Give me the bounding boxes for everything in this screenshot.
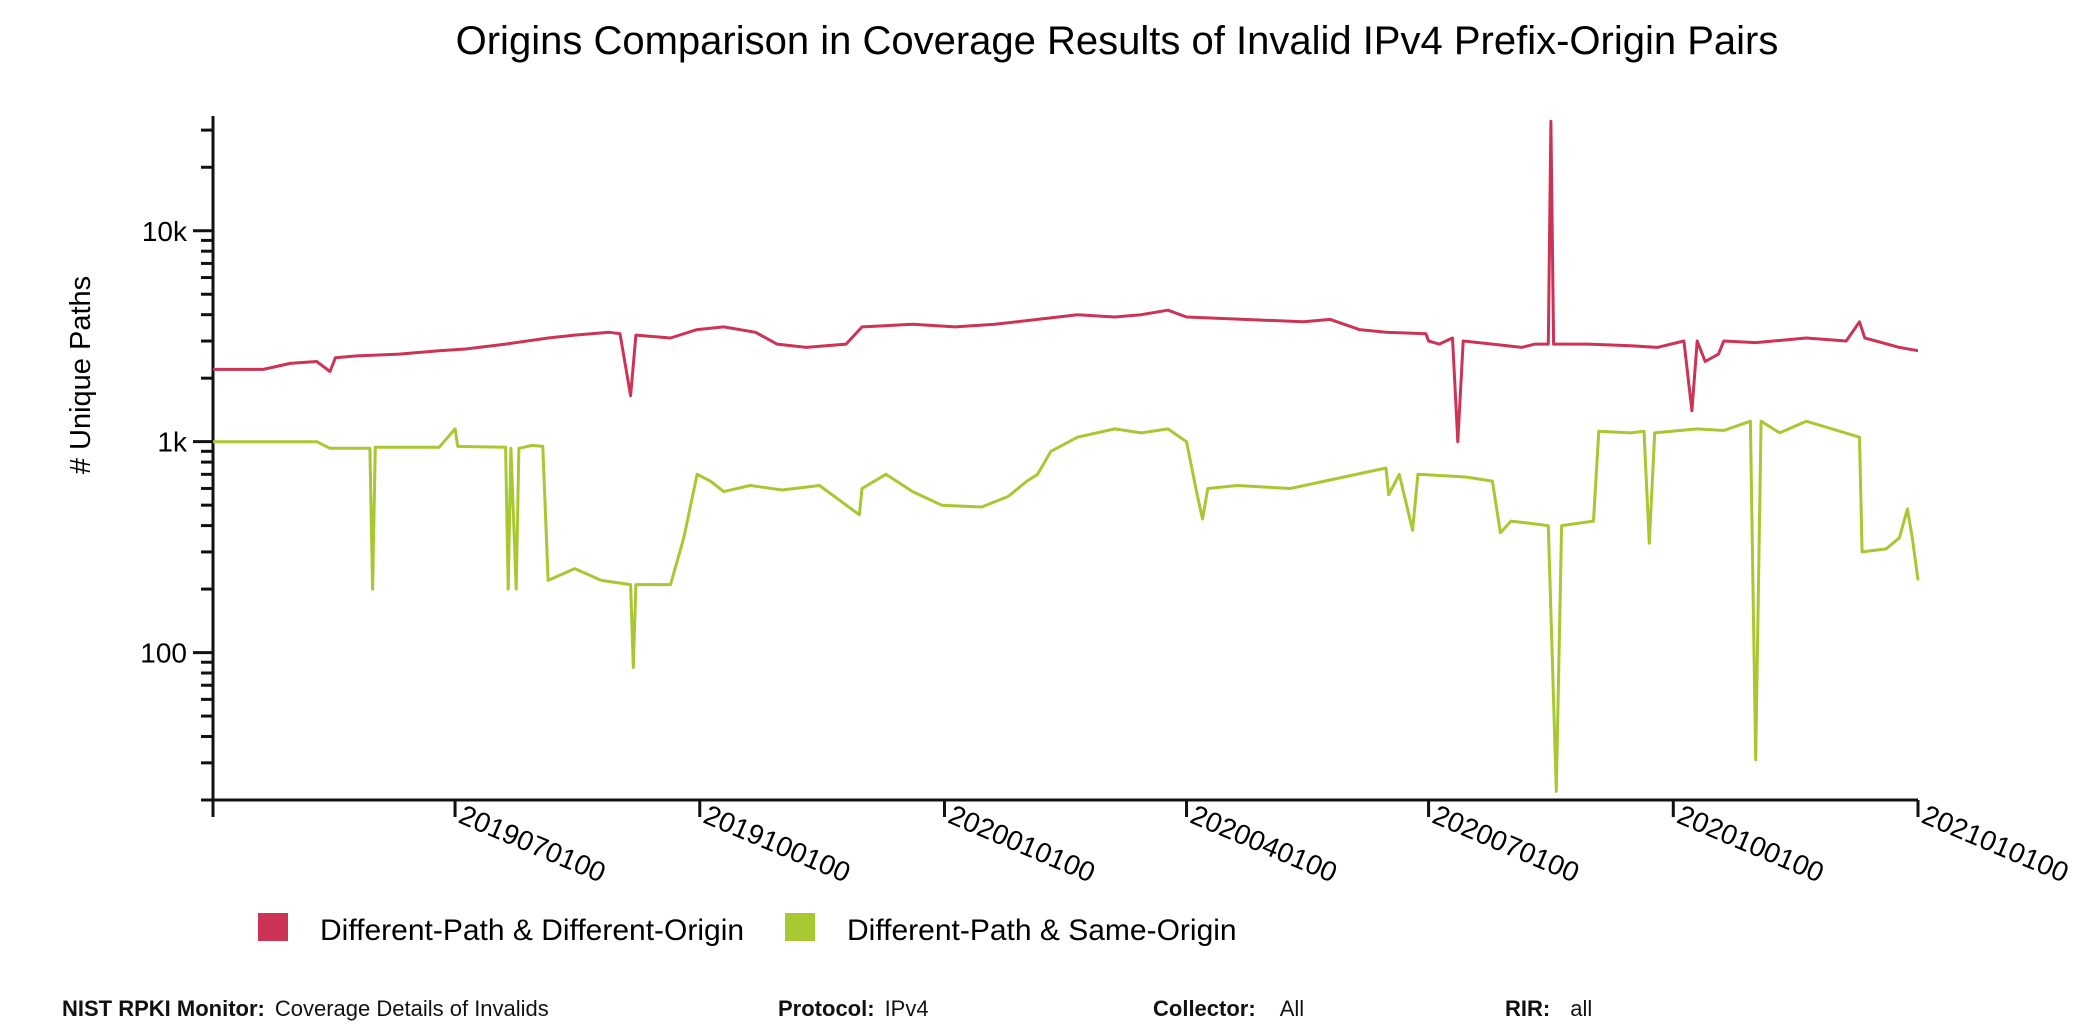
footer-collector-label: Collector: — [1153, 996, 1256, 1021]
x-tick-label: 2020070100 — [1428, 799, 1583, 888]
footer-protocol: Protocol: IPv4 — [778, 996, 929, 1022]
plot-area — [213, 119, 1920, 793]
x-tick-label: 2020010100 — [944, 799, 1099, 888]
x-axis: 2019070100 2019100100 2020010100 2020040100… — [211, 798, 2073, 888]
footer-rir: RIR: all — [1505, 996, 1592, 1022]
x-tick-label: 2020040100 — [1186, 799, 1341, 888]
x-tick-label: 2019100100 — [699, 799, 854, 888]
series-line-2 — [213, 419, 1920, 793]
y-axis: 100 1k 10k — [140, 116, 215, 802]
chart-title: Origins Comparison in Coverage Results o… — [456, 19, 1779, 63]
y-tick-label: 100 — [140, 638, 187, 669]
footer-protocol-label: Protocol: — [778, 996, 875, 1021]
footer-monitor: NIST RPKI Monitor: Coverage Details of In… — [62, 996, 549, 1022]
x-tick-label: 2020100100 — [1673, 799, 1828, 888]
footer-collector: Collector: All — [1153, 996, 1304, 1022]
legend: Different-Path & Different-Origin Differe… — [258, 913, 1237, 947]
legend-label-1: Different-Path & Different-Origin — [320, 914, 744, 947]
x-tick-label: 2021010100 — [1918, 799, 2073, 888]
y-tick-label: 1k — [157, 427, 188, 458]
y-axis-label: # Unique Paths — [65, 276, 97, 474]
legend-swatch-2 — [785, 913, 815, 941]
y-tick-label: 10k — [142, 216, 188, 247]
legend-swatch-1 — [258, 913, 288, 941]
footer-protocol-value: IPv4 — [884, 996, 929, 1021]
series-line-1 — [213, 119, 1919, 444]
footer-rir-label: RIR: — [1505, 996, 1551, 1021]
footer-collector-value: All — [1279, 996, 1305, 1021]
footer-rir-value: all — [1570, 996, 1593, 1021]
footer-monitor-label: NIST RPKI Monitor: — [62, 996, 265, 1021]
footer-monitor-value: Coverage Details of Invalids — [274, 996, 549, 1021]
x-tick-label: 2019070100 — [455, 799, 610, 888]
legend-label-2: Different-Path & Same-Origin — [847, 914, 1237, 947]
